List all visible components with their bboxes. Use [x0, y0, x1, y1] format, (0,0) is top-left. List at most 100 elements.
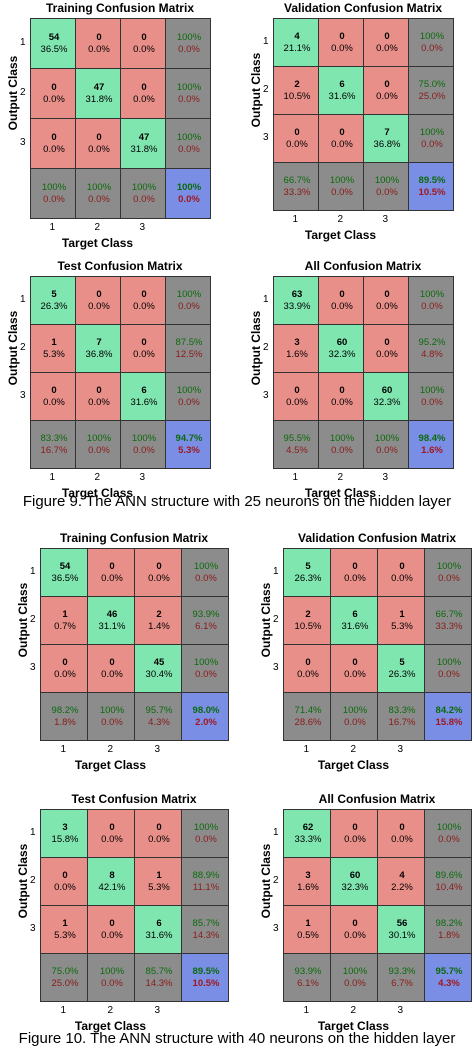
cell-primary-value: 0 — [141, 288, 147, 300]
cell-primary-value: 5 — [51, 288, 57, 300]
correct-cell: 5 26.3% — [377, 644, 425, 693]
cell-secondary-value: 1.6% — [286, 348, 308, 360]
cell-secondary-value: 0.0% — [331, 396, 353, 408]
summary-cell: 100% 0.0% — [318, 162, 364, 211]
x-tick-label: 3 — [382, 472, 389, 483]
cell-secondary-value: 14.3% — [192, 929, 220, 941]
misclassified-cell: 0 0.0% — [75, 18, 121, 69]
summary-cell: 100% 0.0% — [75, 420, 121, 469]
cell-primary-value: 100% — [419, 30, 445, 42]
summary-cell: 100% 0.0% — [424, 548, 472, 597]
cell-secondary-value: 0.0% — [344, 833, 366, 845]
misclassified-cell: 3 1.6% — [283, 857, 331, 906]
cell-secondary-value: 33.3% — [283, 186, 311, 198]
cell-primary-value: 56 — [396, 917, 408, 929]
cell-secondary-value: 26.3% — [40, 300, 68, 312]
cell-secondary-value: 4.3% — [438, 977, 460, 989]
misclassified-cell: 0 0.0% — [120, 18, 166, 69]
cell-secondary-value: 0.0% — [331, 444, 353, 456]
cell-primary-value: 0 — [305, 656, 311, 668]
cell-primary-value: 0 — [109, 560, 115, 572]
y-axis-label: Output Class — [16, 843, 30, 919]
y-tick-label: 1 — [20, 37, 26, 48]
cell-primary-value: 6 — [156, 917, 162, 929]
cell-secondary-value: 0.0% — [88, 396, 110, 408]
cell-secondary-value: 0.0% — [54, 668, 76, 680]
cell-secondary-value: 16.7% — [388, 716, 416, 728]
cell-secondary-value: 0.0% — [344, 929, 366, 941]
cell-primary-value: 0 — [294, 384, 300, 396]
cell-secondary-value: 0.0% — [438, 668, 460, 680]
x-tick-label: 3 — [397, 744, 404, 755]
misclassified-cell: 1 0.7% — [40, 596, 88, 645]
cell-primary-value: 0 — [399, 821, 405, 833]
summary-cell: 83.3% 16.7% — [377, 692, 425, 741]
cell-primary-value: 93.9% — [294, 965, 322, 977]
misclassified-cell: 0 0.0% — [283, 644, 331, 693]
cell-primary-value: 100% — [193, 560, 219, 572]
cell-primary-value: 98.2% — [51, 704, 79, 716]
misclassified-cell: 0 0.0% — [75, 276, 121, 325]
x-tick-label: 1 — [292, 214, 299, 225]
summary-cell: 100% 0.0% — [75, 168, 121, 219]
y-tick-label: 2 — [20, 87, 26, 98]
cell-primary-value: 100% — [176, 31, 202, 43]
cell-secondary-value: 31.6% — [328, 90, 356, 102]
cell-secondary-value: 5.3% — [178, 444, 200, 456]
cell-primary-value: 5 — [305, 560, 311, 572]
summary-cell: 93.9% 6.1% — [283, 953, 331, 1002]
x-tick-label: 3 — [139, 472, 146, 483]
cell-secondary-value: 0.0% — [438, 833, 460, 845]
cell-primary-value: 94.7% — [175, 432, 203, 444]
cell-secondary-value: 31.6% — [341, 620, 369, 632]
matrix-title: Test Confusion Matrix — [57, 259, 183, 273]
cell-primary-value: 100% — [342, 704, 368, 716]
cell-primary-value: 88.9% — [192, 869, 220, 881]
cell-secondary-value: 0.0% — [421, 396, 443, 408]
misclassified-cell: 0 0.0% — [75, 372, 121, 421]
y-tick-label: 1 — [263, 294, 269, 305]
cell-primary-value: 2 — [156, 608, 162, 620]
cell-secondary-value: 0.0% — [391, 833, 413, 845]
x-tick-label: 2 — [107, 744, 114, 755]
matrix-title: Training Confusion Matrix — [59, 531, 208, 545]
y-tick-label: 1 — [263, 36, 269, 47]
summary-cell: 100% 0.0% — [318, 420, 364, 469]
cell-secondary-value: 25.0% — [51, 977, 79, 989]
cell-primary-value: 0 — [156, 821, 162, 833]
cell-secondary-value: 36.8% — [373, 138, 401, 150]
cell-primary-value: 100% — [131, 432, 157, 444]
cell-secondary-value: 0.0% — [148, 572, 170, 584]
cell-primary-value: 54 — [48, 31, 60, 43]
cell-secondary-value: 0.0% — [286, 138, 308, 150]
cell-secondary-value: 31.8% — [85, 93, 113, 105]
x-axis-label: Target Class — [317, 758, 390, 772]
cell-primary-value: 8 — [109, 869, 115, 881]
cell-primary-value: 83.3% — [40, 432, 68, 444]
cell-secondary-value: 0.0% — [101, 572, 123, 584]
cell-primary-value: 3 — [294, 336, 300, 348]
cell-secondary-value: 0.0% — [376, 90, 398, 102]
cell-secondary-value: 5.3% — [148, 881, 170, 893]
cell-secondary-value: 10.4% — [435, 881, 463, 893]
cell-secondary-value: 0.0% — [376, 444, 398, 456]
cell-secondary-value: 0.0% — [331, 186, 353, 198]
matrix-title: All Confusion Matrix — [318, 792, 436, 806]
cell-secondary-value: 12.5% — [175, 348, 203, 360]
summary-cell: 95.7% 4.3% — [134, 692, 182, 741]
cell-primary-value: 0 — [96, 288, 102, 300]
cell-secondary-value: 32.3% — [373, 396, 401, 408]
cell-secondary-value: 2.2% — [391, 881, 413, 893]
x-axis-label: Target Class — [304, 486, 377, 500]
cell-secondary-value: 15.8% — [51, 833, 79, 845]
cell-secondary-value: 33.3% — [294, 833, 322, 845]
cell-secondary-value: 0.0% — [178, 193, 200, 205]
summary-cell: 87.5% 12.5% — [165, 324, 211, 373]
cell-secondary-value: 0.0% — [101, 668, 123, 680]
cell-primary-value: 95.5% — [283, 432, 311, 444]
cell-primary-value: 100% — [374, 174, 400, 186]
correct-cell: 5 26.3% — [30, 276, 76, 325]
summary-cell: 98.0% 2.0% — [181, 692, 229, 741]
y-tick-label: 3 — [30, 662, 36, 673]
correct-cell: 8 42.1% — [87, 857, 135, 906]
